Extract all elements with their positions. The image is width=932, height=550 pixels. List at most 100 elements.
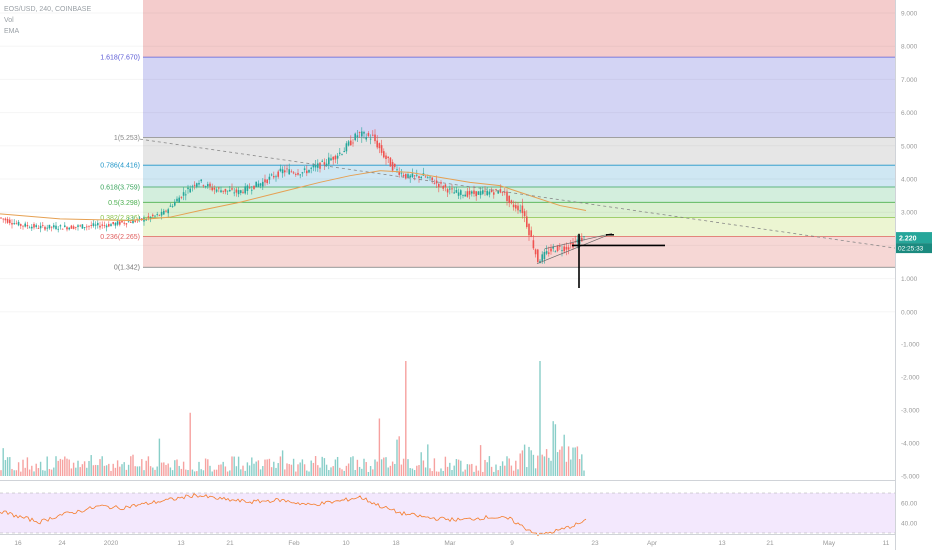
volume-bar bbox=[475, 465, 477, 476]
candle-body bbox=[281, 169, 284, 174]
volume-bar bbox=[222, 461, 224, 476]
descending-trendline bbox=[139, 138, 896, 249]
time-axis[interactable]: 16 24 2020 13 21 Feb 10 18 Mar 9 23 Apr 13 21 May 11 bbox=[14, 540, 889, 547]
candle-body bbox=[66, 227, 68, 230]
candle-body bbox=[26, 224, 29, 227]
volume-bar bbox=[301, 459, 304, 476]
volume-bar bbox=[167, 463, 169, 476]
volume-bar bbox=[510, 465, 513, 476]
volume-bar bbox=[288, 464, 290, 476]
time-tick-label: 13 bbox=[718, 540, 726, 547]
candle-body bbox=[515, 205, 517, 209]
candle-body bbox=[363, 131, 365, 134]
fib-label-0.618: 0.618(3.759) bbox=[100, 185, 140, 192]
candle-body bbox=[138, 217, 141, 219]
volume-bar bbox=[442, 470, 444, 476]
volume-bar bbox=[488, 456, 491, 476]
candle-body bbox=[501, 192, 504, 193]
candle-body bbox=[567, 247, 570, 250]
candle-body bbox=[312, 165, 315, 168]
price-axis[interactable]: 9.0008.0007.0006.0005.0004.0003.0002.000… bbox=[895, 0, 932, 550]
symbol-title[interactable]: EOS/USD, 240, COINBASE bbox=[4, 6, 92, 13]
candle-body bbox=[233, 192, 235, 194]
volume-bar bbox=[61, 459, 64, 476]
candle-body bbox=[317, 163, 319, 168]
volume-bar bbox=[13, 470, 15, 476]
volume-bar bbox=[4, 460, 7, 476]
volume-bar bbox=[409, 468, 411, 476]
volume-bar bbox=[9, 457, 11, 476]
volume-bar bbox=[440, 468, 442, 476]
fibonacci-labels: 1.618(7.670) 1(5.253) 0.786(4.416) 0.618(3.… bbox=[100, 55, 140, 272]
candle-body bbox=[427, 177, 429, 179]
volume-bar bbox=[284, 469, 286, 476]
candle-body bbox=[345, 143, 348, 152]
price-tick-label: 0.000 bbox=[901, 309, 918, 316]
candle-body bbox=[193, 184, 196, 186]
candle-body bbox=[97, 222, 99, 226]
candle-body bbox=[182, 192, 185, 196]
candle-body bbox=[583, 236, 585, 238]
candle-body bbox=[20, 224, 22, 226]
candle-body bbox=[169, 205, 172, 207]
volume-bar bbox=[310, 460, 312, 476]
candle-body bbox=[112, 221, 114, 224]
volume-tick-label: -1.000 bbox=[901, 342, 920, 349]
fib-label-1: 1(5.253) bbox=[114, 135, 140, 142]
volume-bar bbox=[424, 467, 427, 476]
ema-indicator-label[interactable]: EMA bbox=[4, 28, 20, 35]
current-price-value: 2.220 bbox=[899, 236, 917, 243]
volume-bar bbox=[143, 470, 145, 476]
volume-bar bbox=[328, 470, 330, 476]
candle-body bbox=[187, 187, 189, 190]
volume-bar bbox=[237, 456, 240, 476]
candle-body bbox=[218, 187, 220, 189]
candle-body bbox=[534, 249, 537, 255]
candle-body bbox=[108, 224, 110, 227]
user-drawings[interactable] bbox=[536, 233, 665, 288]
volume-bar bbox=[268, 458, 271, 476]
candle-body bbox=[200, 179, 202, 182]
candle-body bbox=[158, 214, 161, 216]
candle-body bbox=[147, 216, 150, 218]
volume-bar bbox=[295, 471, 297, 476]
volume-bar bbox=[418, 465, 420, 476]
candle-body bbox=[367, 133, 370, 136]
time-tick-label: 11 bbox=[883, 540, 890, 547]
candle-body bbox=[378, 143, 381, 149]
volume-bar bbox=[132, 454, 134, 476]
volume-bar bbox=[169, 467, 172, 476]
volume-bar bbox=[66, 458, 68, 476]
volume-bar bbox=[523, 444, 526, 476]
vol-indicator-label[interactable]: Vol bbox=[4, 17, 14, 24]
candle-body bbox=[416, 174, 418, 176]
candle-body bbox=[517, 205, 519, 211]
trendline[interactable] bbox=[139, 138, 896, 249]
fib-label-0.5: 0.5(3.298) bbox=[108, 200, 140, 207]
volume-bar bbox=[526, 467, 528, 476]
volume-bar bbox=[24, 467, 26, 476]
candle-body bbox=[176, 198, 178, 202]
candle-body bbox=[9, 219, 11, 224]
volume-bar bbox=[332, 466, 334, 476]
volume-bar bbox=[112, 463, 114, 476]
candle-body bbox=[290, 171, 293, 173]
volume-bar bbox=[455, 459, 458, 476]
volume-bar bbox=[231, 456, 233, 476]
volume-bar bbox=[116, 460, 119, 476]
volume-bar bbox=[411, 468, 414, 476]
volume-bar bbox=[339, 467, 341, 476]
candle-body bbox=[0, 217, 2, 219]
time-tick-label: 9 bbox=[510, 540, 514, 547]
candle-body bbox=[457, 192, 460, 196]
fib-zone-1 bbox=[143, 57, 895, 138]
volume-bar bbox=[202, 470, 205, 476]
candle-body bbox=[336, 155, 339, 159]
volume-bar bbox=[490, 466, 493, 476]
candle-body bbox=[59, 225, 62, 227]
volume-bar bbox=[88, 461, 90, 476]
volume-bar bbox=[215, 469, 218, 476]
candle-body bbox=[565, 246, 568, 250]
rsi-pane bbox=[0, 492, 895, 537]
